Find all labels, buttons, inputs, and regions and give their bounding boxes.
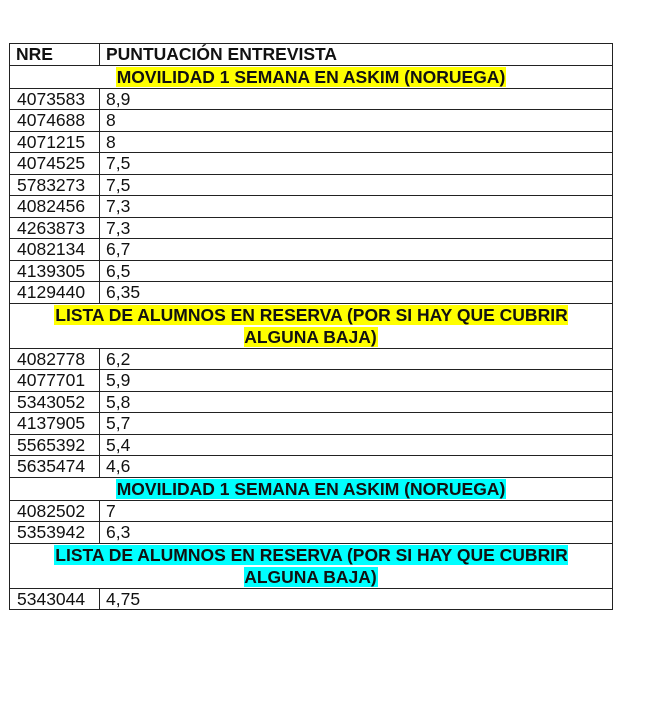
table-row: 5353942 6,3 bbox=[9, 521, 613, 544]
table-row: 5343052 5,8 bbox=[9, 390, 613, 413]
table-row: 4139305 6,5 bbox=[9, 259, 613, 282]
table-row: 4074688 8 bbox=[9, 109, 613, 132]
score-cell: 5,8 bbox=[99, 390, 613, 413]
nre-cell: 5783273 bbox=[9, 173, 100, 196]
score-cell: 5,7 bbox=[99, 412, 613, 435]
section-title: MOVILIDAD 1 SEMANA EN ASKIM (NORUEGA) bbox=[115, 66, 507, 87]
section-title: MOVILIDAD 1 SEMANA EN ASKIM (NORUEGA) bbox=[115, 478, 507, 499]
section-header-row: LISTA DE ALUMNOS EN RESERVA (POR SI HAY … bbox=[9, 302, 613, 349]
nre-cell: 4074688 bbox=[9, 109, 100, 132]
table-row: 4082134 6,7 bbox=[9, 238, 613, 261]
table-row: 4071215 8 bbox=[9, 130, 613, 153]
section-title-cell: MOVILIDAD 1 SEMANA EN ASKIM (NORUEGA) bbox=[9, 476, 613, 501]
nre-cell: 5635474 bbox=[9, 455, 100, 478]
nre-cell: 5343044 bbox=[9, 587, 100, 610]
score-cell: 8 bbox=[99, 130, 613, 153]
score-cell: 7,3 bbox=[99, 195, 613, 218]
score-cell: 6,5 bbox=[99, 259, 613, 282]
score-cell: 6,7 bbox=[99, 238, 613, 261]
score-cell: 6,3 bbox=[99, 521, 613, 544]
table-body: MOVILIDAD 1 SEMANA EN ASKIM (NORUEGA) 407… bbox=[9, 64, 613, 610]
table-row: 4082456 7,3 bbox=[9, 195, 613, 218]
nre-cell: 4077701 bbox=[9, 369, 100, 392]
table-row: 5343044 4,75 bbox=[9, 587, 613, 610]
table-row: 4077701 5,9 bbox=[9, 369, 613, 392]
table-row: 4263873 7,3 bbox=[9, 216, 613, 239]
nre-cell: 4082778 bbox=[9, 347, 100, 370]
score-cell: 8,9 bbox=[99, 87, 613, 110]
section-header-row: MOVILIDAD 1 SEMANA EN ASKIM (NORUEGA) bbox=[9, 64, 613, 89]
score-cell: 4,6 bbox=[99, 455, 613, 478]
nre-cell: 4129440 bbox=[9, 281, 100, 304]
score-cell: 4,75 bbox=[99, 587, 613, 610]
table-row: 4082502 7 bbox=[9, 499, 613, 522]
scores-table: NRE PUNTUACIÓN ENTREVISTA MOVILIDAD 1 SE… bbox=[9, 43, 613, 610]
score-cell: 5,9 bbox=[99, 369, 613, 392]
table-row: 4129440 6,35 bbox=[9, 281, 613, 304]
nre-cell: 4073583 bbox=[9, 87, 100, 110]
nre-cell: 4082134 bbox=[9, 238, 100, 261]
table-row: 5565392 5,4 bbox=[9, 433, 613, 456]
table-row: 4074525 7,5 bbox=[9, 152, 613, 175]
score-cell: 6,35 bbox=[99, 281, 613, 304]
score-cell: 7 bbox=[99, 499, 613, 522]
nre-cell: 4071215 bbox=[9, 130, 100, 153]
score-cell: 8 bbox=[99, 109, 613, 132]
nre-cell: 4074525 bbox=[9, 152, 100, 175]
score-cell: 7,3 bbox=[99, 216, 613, 239]
table-row: 5783273 7,5 bbox=[9, 173, 613, 196]
score-cell: 5,4 bbox=[99, 433, 613, 456]
table-row: 4082778 6,2 bbox=[9, 347, 613, 370]
nre-cell: 5565392 bbox=[9, 433, 100, 456]
section-title-cell: MOVILIDAD 1 SEMANA EN ASKIM (NORUEGA) bbox=[9, 64, 613, 89]
nre-cell: 4139305 bbox=[9, 259, 100, 282]
nre-cell: 5353942 bbox=[9, 521, 100, 544]
table-row: 4073583 8,9 bbox=[9, 87, 613, 110]
section-title: LISTA DE ALUMNOS EN RESERVA (POR SI HAY … bbox=[54, 544, 568, 587]
header-nre: NRE bbox=[9, 43, 100, 66]
table-header-row: NRE PUNTUACIÓN ENTREVISTA bbox=[9, 43, 613, 66]
table-row: 4137905 5,7 bbox=[9, 412, 613, 435]
section-title-cell: LISTA DE ALUMNOS EN RESERVA (POR SI HAY … bbox=[9, 542, 613, 589]
nre-cell: 4082456 bbox=[9, 195, 100, 218]
section-title: LISTA DE ALUMNOS EN RESERVA (POR SI HAY … bbox=[54, 304, 568, 347]
nre-cell: 4082502 bbox=[9, 499, 100, 522]
score-cell: 7,5 bbox=[99, 173, 613, 196]
section-header-row: LISTA DE ALUMNOS EN RESERVA (POR SI HAY … bbox=[9, 542, 613, 589]
table-row: 5635474 4,6 bbox=[9, 455, 613, 478]
header-score: PUNTUACIÓN ENTREVISTA bbox=[99, 43, 613, 66]
nre-cell: 4263873 bbox=[9, 216, 100, 239]
score-cell: 6,2 bbox=[99, 347, 613, 370]
score-cell: 7,5 bbox=[99, 152, 613, 175]
nre-cell: 4137905 bbox=[9, 412, 100, 435]
section-header-row: MOVILIDAD 1 SEMANA EN ASKIM (NORUEGA) bbox=[9, 476, 613, 501]
nre-cell: 5343052 bbox=[9, 390, 100, 413]
section-title-cell: LISTA DE ALUMNOS EN RESERVA (POR SI HAY … bbox=[9, 302, 613, 349]
